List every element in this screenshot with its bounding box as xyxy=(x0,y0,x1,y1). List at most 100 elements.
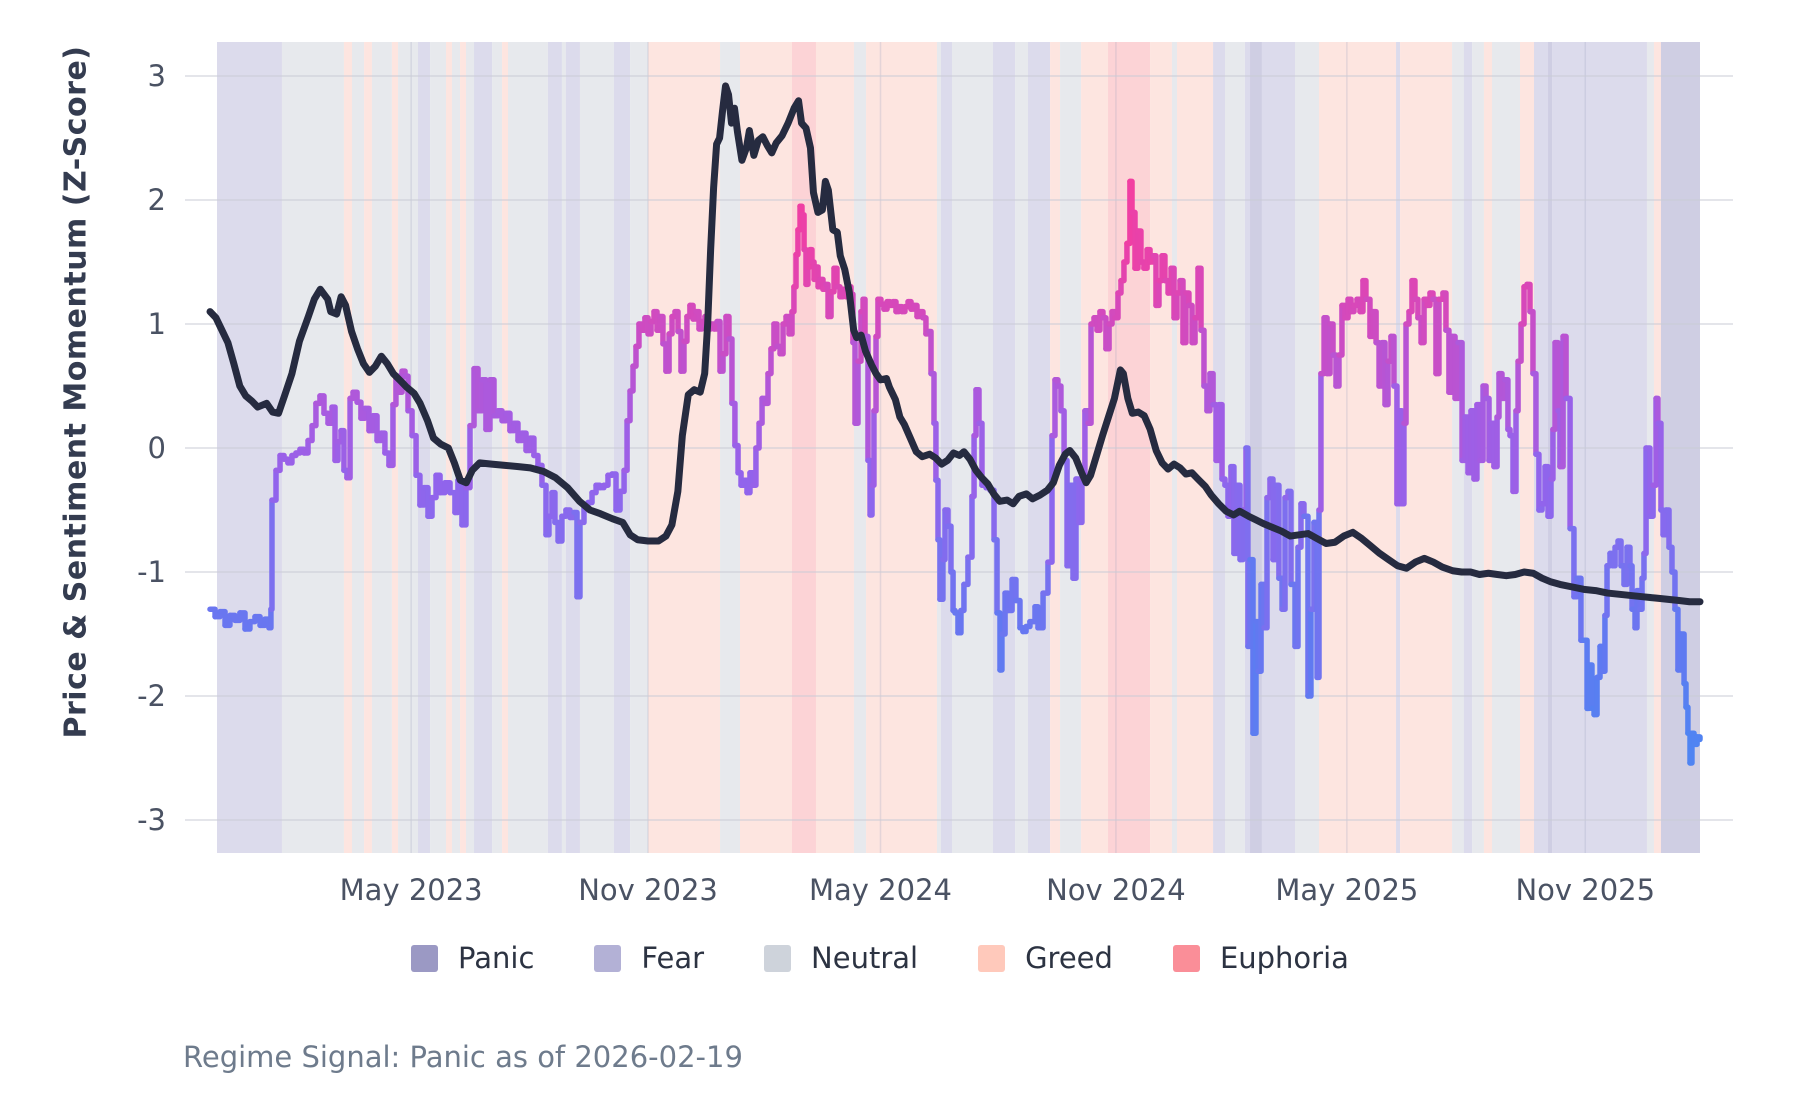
sentiment-line-segment xyxy=(1367,308,1376,340)
sentiment-line-segment xyxy=(1103,321,1112,352)
sentiment-line-segment xyxy=(729,400,738,449)
sentiment-line-segment xyxy=(317,393,327,417)
sentiment-line-segment xyxy=(549,489,558,526)
sentiment-line-segment xyxy=(617,467,627,495)
sentiment-line-segment xyxy=(1363,296,1373,340)
sentiment-line-segment xyxy=(429,472,439,501)
sentiment-line-segment xyxy=(1035,590,1046,631)
sentiment-line-segment xyxy=(1298,501,1307,519)
sentiment-line-segment xyxy=(1615,538,1624,569)
sentiment-line-segment xyxy=(1574,575,1584,643)
sentiment-line-segment xyxy=(268,497,275,612)
legend-label: Fear xyxy=(641,941,705,975)
sentiment-line-segment xyxy=(1370,308,1379,346)
sentiment-line-segment xyxy=(1406,277,1415,315)
sentiment-line-segment xyxy=(797,203,805,218)
sentiment-line-segment xyxy=(1171,290,1180,321)
sentiment-line-segment xyxy=(771,321,780,350)
sentiment-line-segment xyxy=(940,507,948,563)
sentiment-line-segment xyxy=(609,471,619,513)
sentiment-line-segment xyxy=(621,417,630,474)
sentiment-line-segment xyxy=(1681,680,1689,710)
sentiment-line-segment xyxy=(1279,494,1288,612)
sentiment-line-segment xyxy=(1067,482,1076,581)
sentiment-line-segment xyxy=(642,315,651,337)
sentiment-line-segment xyxy=(1285,488,1294,588)
sentiment-line-segment xyxy=(624,388,633,424)
sentiment-line-segment xyxy=(657,313,666,347)
sentiment-line-segment xyxy=(1382,358,1391,408)
sentiment-line-segment xyxy=(1216,401,1225,482)
sentiment-line-segment xyxy=(1689,730,1697,748)
sentiment-line-segment xyxy=(1539,463,1548,507)
sentiment-line-segment xyxy=(756,395,765,426)
sentiment-line-segment xyxy=(714,318,723,374)
sentiment-line-segment xyxy=(571,509,580,600)
sentiment-line-segment xyxy=(1183,290,1192,309)
sentiment-line-segment xyxy=(1186,302,1195,346)
sentiment-line-segment xyxy=(1650,395,1659,488)
sentiment-line-segment xyxy=(523,435,533,454)
sentiment-line-segment xyxy=(1273,482,1282,581)
sentiment-line-segment xyxy=(654,313,663,333)
y-axis-title: Price & Sentiment Momentum (Z-Score) xyxy=(58,45,94,739)
sentiment-line-segment xyxy=(539,482,549,538)
sentiment-line-segment xyxy=(1267,476,1276,563)
sentiment-line-segment xyxy=(1499,377,1508,402)
sentiment-line-segment xyxy=(527,435,537,459)
sentiment-line-segment xyxy=(1604,550,1613,569)
sentiment-line-segment xyxy=(823,281,831,320)
sentiment-line-segment xyxy=(1345,296,1354,315)
sentiment-line-segment xyxy=(1455,339,1465,464)
sentiment-line-segment xyxy=(1207,370,1216,408)
sentiment-line-segment xyxy=(1449,333,1458,402)
sentiment-line-segment xyxy=(1245,556,1253,650)
sentiment-line-segment xyxy=(786,308,795,337)
sentiment-line-segment xyxy=(358,405,368,421)
sentiment-line-segment xyxy=(675,328,684,374)
sentiment-line-segment xyxy=(1518,284,1527,327)
sentiment-line-segment xyxy=(1627,563,1635,612)
sentiment-line-segment xyxy=(997,631,1005,673)
sentiment-line-segment xyxy=(531,452,541,469)
sentiment-line-segment xyxy=(1418,296,1427,346)
sentiment-line-segment xyxy=(1049,377,1058,439)
sentiment-line-segment xyxy=(1459,414,1468,464)
sentiment-line-segment xyxy=(955,607,964,636)
sentiment-line-segment xyxy=(1198,327,1207,389)
sentiment-line-segment xyxy=(931,420,939,483)
sentiment-line-segment xyxy=(1602,563,1610,619)
sentiment-line-segment xyxy=(1228,463,1237,557)
sentiment-line-segment xyxy=(1502,377,1511,433)
sentiment-line-segment xyxy=(1399,420,1407,507)
sentiment-line-segment xyxy=(681,313,690,345)
euphoria-swatch-icon xyxy=(1172,944,1200,972)
sentiment-line-segment xyxy=(487,377,497,419)
sentiment-line-segment xyxy=(850,339,858,426)
x-tick-label: May 2025 xyxy=(1275,873,1418,907)
sentiment-line-segment xyxy=(789,284,797,315)
sentiment-line-segment xyxy=(1409,277,1418,302)
sentiment-line-segment xyxy=(693,308,702,332)
sentiment-line-segment xyxy=(1204,370,1213,414)
sentiment-line-segment xyxy=(1076,476,1085,526)
sentiment-line-segment xyxy=(1584,662,1592,712)
sentiment-line-segment xyxy=(678,338,687,374)
sentiment-line-segment xyxy=(1477,383,1486,464)
sentiment-line-segment xyxy=(1552,339,1561,414)
sentiment-line-segment xyxy=(442,479,453,496)
sentiment-line-segment xyxy=(350,389,360,405)
sentiment-line-segment xyxy=(783,313,792,337)
sentiment-line-segment xyxy=(543,513,552,538)
sentiment-line-segment xyxy=(1669,569,1678,612)
sentiment-line-segment xyxy=(948,569,956,614)
sentiment-line-segment xyxy=(535,462,545,488)
greed-swatch-icon xyxy=(978,944,1006,972)
sentiment-line-segment xyxy=(382,450,392,469)
sentiment-line-segment xyxy=(1237,507,1246,563)
sentiment-line-segment xyxy=(1357,277,1366,315)
sentiment-line-segment xyxy=(1058,408,1067,464)
sentiment-line-segment xyxy=(1085,321,1094,426)
sentiment-line-segment xyxy=(222,612,233,629)
sentiment-line-segment xyxy=(1082,408,1091,426)
